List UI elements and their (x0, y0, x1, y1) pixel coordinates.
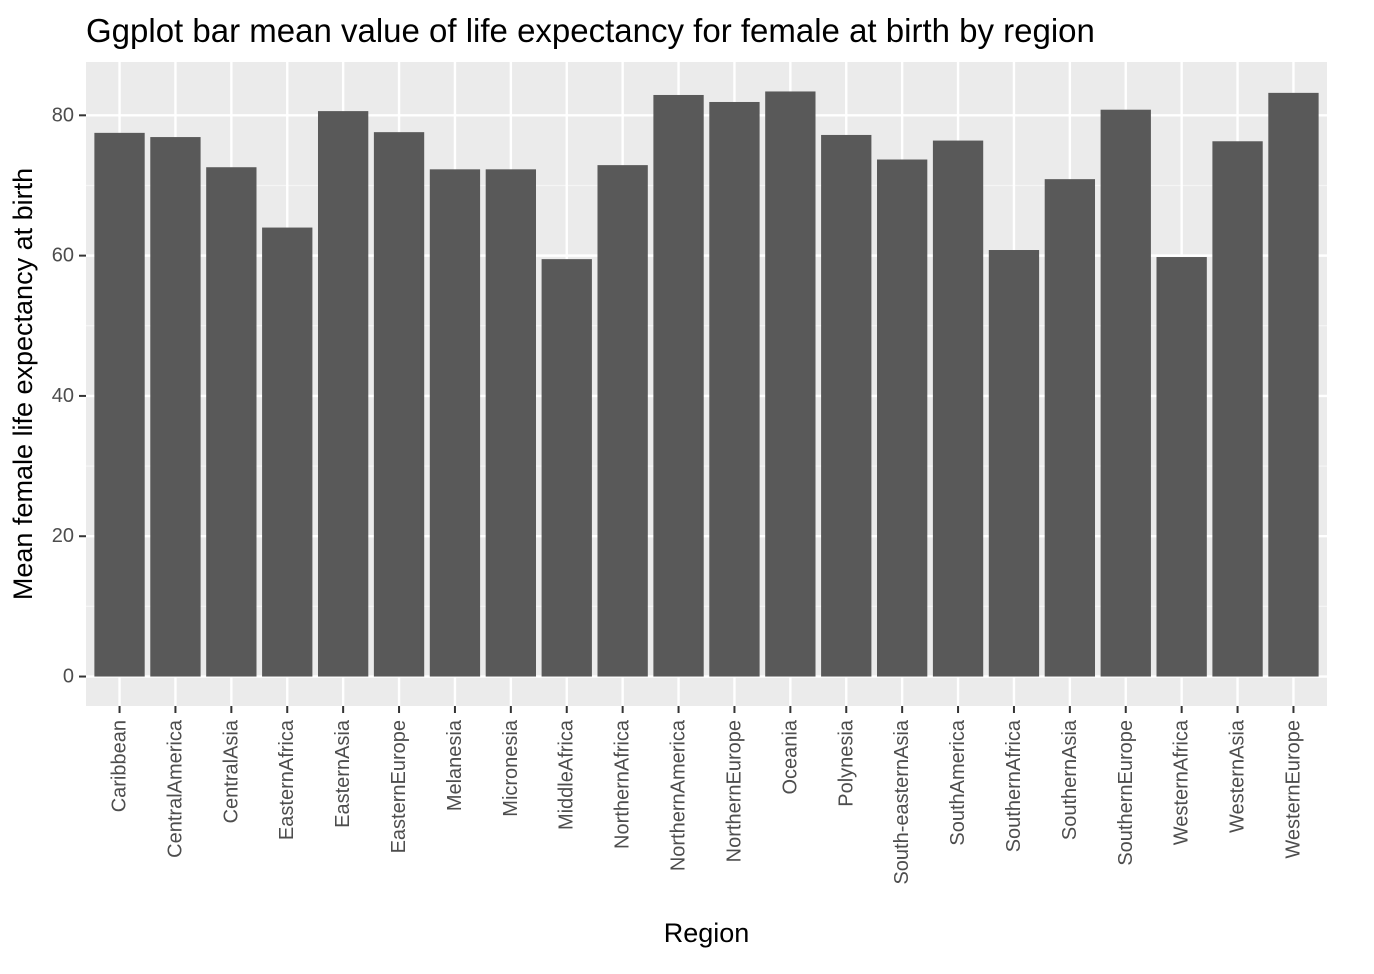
x-tick-label: SouthAmerica (947, 719, 969, 845)
bar-easterneurope (373, 132, 425, 677)
x-axis-title: Region (664, 918, 750, 948)
y-axis-title: Mean female life expectancy at birth (8, 168, 38, 600)
bar-melanesia (429, 169, 481, 677)
x-tick-label: EasternAsia (332, 719, 354, 828)
y-tick-label: 80 (52, 104, 74, 126)
x-tick-label: Oceania (779, 719, 801, 794)
bar-westernasia (1212, 141, 1263, 677)
x-tick-label: NorthernEurope (723, 720, 745, 862)
x-tick-label: MiddleAfrica (556, 719, 578, 830)
bar-caribbean (94, 132, 145, 677)
bar-southamerica (932, 140, 984, 677)
bar-northerneurope (709, 101, 760, 677)
bar-southerneurope (1100, 109, 1151, 677)
y-tick-label: 60 (52, 245, 74, 267)
x-tick-label: EasternAfrica (276, 719, 298, 840)
bar-southernafrica (988, 250, 1040, 677)
bars (94, 91, 1319, 677)
x-tick-label: CentralAsia (220, 719, 242, 823)
bar-easternasia (317, 111, 369, 677)
bar-middleafrica (541, 259, 592, 677)
bar-westernafrica (1156, 257, 1207, 677)
chart-title: Ggplot bar mean value of life expectancy… (86, 12, 1095, 49)
bar-easternafrica (262, 227, 313, 677)
x-tick-label: NorthernAmerica (668, 719, 690, 871)
bar-centralamerica (150, 137, 201, 677)
bar-oceania (765, 91, 816, 677)
y-axis: 0 20 40 60 80 (52, 104, 86, 688)
x-tick-label: South-easternAsia (891, 719, 913, 884)
bar-south-easternasia (876, 159, 928, 677)
x-tick-label: SouthernAfrica (1003, 719, 1025, 852)
x-tick-label: Melanesia (444, 719, 466, 811)
bar-micronesia (485, 169, 537, 677)
x-tick-label: Polynesia (835, 719, 857, 807)
x-tick-label: WesternAfrica (1171, 719, 1193, 845)
y-tick-label: 0 (63, 666, 74, 688)
x-tick-label: SouthernAsia (1059, 719, 1081, 840)
x-tick-label: WesternAsia (1227, 719, 1249, 833)
x-tick-label: WesternEurope (1282, 720, 1304, 859)
bar-northernafrica (597, 165, 648, 677)
bar-polynesia (821, 134, 872, 677)
x-tick-label: SouthernEurope (1115, 720, 1137, 866)
bar-northernamerica (653, 94, 704, 677)
x-tick-label: EasternEurope (388, 720, 410, 853)
x-tick-label: NorthernAfrica (612, 719, 634, 849)
bar-southernasia (1044, 179, 1096, 677)
bar-westerneurope (1268, 92, 1319, 677)
x-tick-label: Caribbean (109, 720, 131, 812)
x-tick-label: Micronesia (500, 719, 522, 817)
y-tick-label: 40 (52, 385, 74, 407)
bar-centralasia (206, 167, 257, 677)
x-axis: Caribbean CentralAmerica CentralAsia Easter… (109, 706, 1304, 885)
y-tick-label: 20 (52, 525, 74, 547)
x-tick-label: CentralAmerica (164, 719, 186, 858)
